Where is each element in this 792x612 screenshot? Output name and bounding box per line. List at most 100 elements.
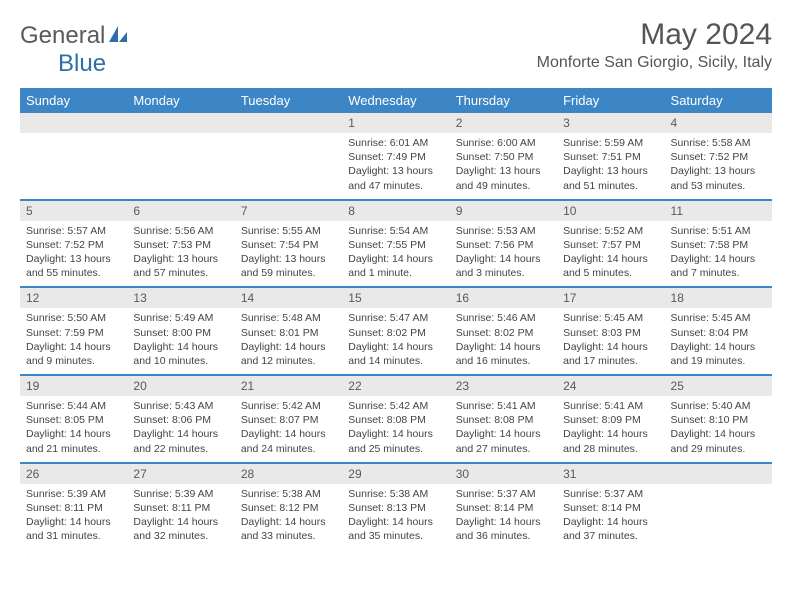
calendar-cell: 5Sunrise: 5:57 AMSunset: 7:52 PMDaylight… — [20, 200, 127, 288]
daylight-text: Daylight: 14 hours and 35 minutes. — [348, 515, 443, 543]
calendar-cell — [235, 113, 342, 200]
calendar-row: 1Sunrise: 6:01 AMSunset: 7:49 PMDaylight… — [20, 113, 772, 200]
calendar-row: 19Sunrise: 5:44 AMSunset: 8:05 PMDayligh… — [20, 375, 772, 463]
sunset-text: Sunset: 8:12 PM — [241, 501, 336, 515]
day-info: Sunrise: 5:59 AMSunset: 7:51 PMDaylight:… — [557, 133, 664, 199]
sunset-text: Sunset: 8:08 PM — [348, 413, 443, 427]
day-info: Sunrise: 5:48 AMSunset: 8:01 PMDaylight:… — [235, 308, 342, 374]
daylight-text: Daylight: 14 hours and 10 minutes. — [133, 340, 228, 368]
daylight-text: Daylight: 14 hours and 25 minutes. — [348, 427, 443, 455]
calendar-cell: 23Sunrise: 5:41 AMSunset: 8:08 PMDayligh… — [450, 375, 557, 463]
daylight-text: Daylight: 13 hours and 49 minutes. — [456, 164, 551, 192]
sunset-text: Sunset: 8:11 PM — [26, 501, 121, 515]
calendar-cell: 25Sunrise: 5:40 AMSunset: 8:10 PMDayligh… — [665, 375, 772, 463]
day-number: 23 — [450, 376, 557, 396]
calendar-cell — [20, 113, 127, 200]
sunset-text: Sunset: 7:57 PM — [563, 238, 658, 252]
logo: General — [20, 22, 131, 50]
weekday-header-row: Sunday Monday Tuesday Wednesday Thursday… — [20, 88, 772, 113]
day-number: 5 — [20, 201, 127, 221]
sunset-text: Sunset: 8:10 PM — [671, 413, 766, 427]
logo-sail-icon — [107, 24, 129, 49]
sunrise-text: Sunrise: 5:48 AM — [241, 311, 336, 325]
sunrise-text: Sunrise: 5:38 AM — [241, 487, 336, 501]
daylight-text: Daylight: 14 hours and 31 minutes. — [26, 515, 121, 543]
calendar-cell: 31Sunrise: 5:37 AMSunset: 8:14 PMDayligh… — [557, 463, 664, 550]
day-info: Sunrise: 5:45 AMSunset: 8:03 PMDaylight:… — [557, 308, 664, 374]
calendar-cell: 21Sunrise: 5:42 AMSunset: 8:07 PMDayligh… — [235, 375, 342, 463]
calendar-cell: 13Sunrise: 5:49 AMSunset: 8:00 PMDayligh… — [127, 287, 234, 375]
day-info: Sunrise: 5:41 AMSunset: 8:09 PMDaylight:… — [557, 396, 664, 462]
calendar-cell: 14Sunrise: 5:48 AMSunset: 8:01 PMDayligh… — [235, 287, 342, 375]
sunrise-text: Sunrise: 5:41 AM — [456, 399, 551, 413]
calendar-cell: 9Sunrise: 5:53 AMSunset: 7:56 PMDaylight… — [450, 200, 557, 288]
sunset-text: Sunset: 8:03 PM — [563, 326, 658, 340]
daylight-text: Daylight: 13 hours and 47 minutes. — [348, 164, 443, 192]
day-info: Sunrise: 5:39 AMSunset: 8:11 PMDaylight:… — [127, 484, 234, 550]
sunrise-text: Sunrise: 5:45 AM — [563, 311, 658, 325]
logo-text-general: General — [20, 22, 105, 50]
day-info: Sunrise: 5:41 AMSunset: 8:08 PMDaylight:… — [450, 396, 557, 462]
day-info: Sunrise: 5:58 AMSunset: 7:52 PMDaylight:… — [665, 133, 772, 199]
calendar-cell: 16Sunrise: 5:46 AMSunset: 8:02 PMDayligh… — [450, 287, 557, 375]
daylight-text: Daylight: 14 hours and 5 minutes. — [563, 252, 658, 280]
daylight-text: Daylight: 13 hours and 55 minutes. — [26, 252, 121, 280]
sunset-text: Sunset: 8:06 PM — [133, 413, 228, 427]
day-info: Sunrise: 5:42 AMSunset: 8:08 PMDaylight:… — [342, 396, 449, 462]
daylight-text: Daylight: 14 hours and 27 minutes. — [456, 427, 551, 455]
calendar-cell: 17Sunrise: 5:45 AMSunset: 8:03 PMDayligh… — [557, 287, 664, 375]
sunset-text: Sunset: 8:04 PM — [671, 326, 766, 340]
calendar-cell: 7Sunrise: 5:55 AMSunset: 7:54 PMDaylight… — [235, 200, 342, 288]
sunrise-text: Sunrise: 5:43 AM — [133, 399, 228, 413]
daylight-text: Daylight: 14 hours and 7 minutes. — [671, 252, 766, 280]
day-number: 25 — [665, 376, 772, 396]
calendar-cell: 4Sunrise: 5:58 AMSunset: 7:52 PMDaylight… — [665, 113, 772, 200]
sunrise-text: Sunrise: 5:58 AM — [671, 136, 766, 150]
logo-text-blue: Blue — [58, 50, 106, 77]
day-number: 8 — [342, 201, 449, 221]
day-number: 24 — [557, 376, 664, 396]
day-number: 22 — [342, 376, 449, 396]
day-info: Sunrise: 5:57 AMSunset: 7:52 PMDaylight:… — [20, 221, 127, 287]
calendar-cell: 8Sunrise: 5:54 AMSunset: 7:55 PMDaylight… — [342, 200, 449, 288]
sunrise-text: Sunrise: 5:42 AM — [348, 399, 443, 413]
day-number: 10 — [557, 201, 664, 221]
sunset-text: Sunset: 7:54 PM — [241, 238, 336, 252]
calendar-row: 26Sunrise: 5:39 AMSunset: 8:11 PMDayligh… — [20, 463, 772, 550]
daylight-text: Daylight: 14 hours and 36 minutes. — [456, 515, 551, 543]
month-title: May 2024 — [537, 18, 772, 52]
calendar-cell: 30Sunrise: 5:37 AMSunset: 8:14 PMDayligh… — [450, 463, 557, 550]
sunset-text: Sunset: 7:52 PM — [26, 238, 121, 252]
weekday-header: Thursday — [450, 88, 557, 113]
sunrise-text: Sunrise: 5:59 AM — [563, 136, 658, 150]
calendar-cell: 11Sunrise: 5:51 AMSunset: 7:58 PMDayligh… — [665, 200, 772, 288]
daylight-text: Daylight: 14 hours and 28 minutes. — [563, 427, 658, 455]
sunset-text: Sunset: 8:07 PM — [241, 413, 336, 427]
day-info: Sunrise: 5:43 AMSunset: 8:06 PMDaylight:… — [127, 396, 234, 462]
sunset-text: Sunset: 7:58 PM — [671, 238, 766, 252]
sunset-text: Sunset: 8:11 PM — [133, 501, 228, 515]
sunset-text: Sunset: 8:14 PM — [456, 501, 551, 515]
location-text: Monforte San Giorgio, Sicily, Italy — [537, 54, 772, 72]
day-number: 30 — [450, 464, 557, 484]
day-info: Sunrise: 5:40 AMSunset: 8:10 PMDaylight:… — [665, 396, 772, 462]
calendar-cell: 18Sunrise: 5:45 AMSunset: 8:04 PMDayligh… — [665, 287, 772, 375]
daylight-text: Daylight: 14 hours and 21 minutes. — [26, 427, 121, 455]
day-number: 9 — [450, 201, 557, 221]
day-number: 2 — [450, 113, 557, 133]
day-info: Sunrise: 5:56 AMSunset: 7:53 PMDaylight:… — [127, 221, 234, 287]
weekday-header: Tuesday — [235, 88, 342, 113]
sunrise-text: Sunrise: 5:47 AM — [348, 311, 443, 325]
day-info: Sunrise: 5:44 AMSunset: 8:05 PMDaylight:… — [20, 396, 127, 462]
sunrise-text: Sunrise: 5:44 AM — [26, 399, 121, 413]
calendar-cell: 26Sunrise: 5:39 AMSunset: 8:11 PMDayligh… — [20, 463, 127, 550]
sunrise-text: Sunrise: 5:54 AM — [348, 224, 443, 238]
day-number: 1 — [342, 113, 449, 133]
day-number — [235, 113, 342, 133]
calendar-cell: 1Sunrise: 6:01 AMSunset: 7:49 PMDaylight… — [342, 113, 449, 200]
day-info: Sunrise: 5:38 AMSunset: 8:13 PMDaylight:… — [342, 484, 449, 550]
sunset-text: Sunset: 7:50 PM — [456, 150, 551, 164]
day-info: Sunrise: 6:01 AMSunset: 7:49 PMDaylight:… — [342, 133, 449, 199]
calendar-cell: 3Sunrise: 5:59 AMSunset: 7:51 PMDaylight… — [557, 113, 664, 200]
sunrise-text: Sunrise: 5:40 AM — [671, 399, 766, 413]
